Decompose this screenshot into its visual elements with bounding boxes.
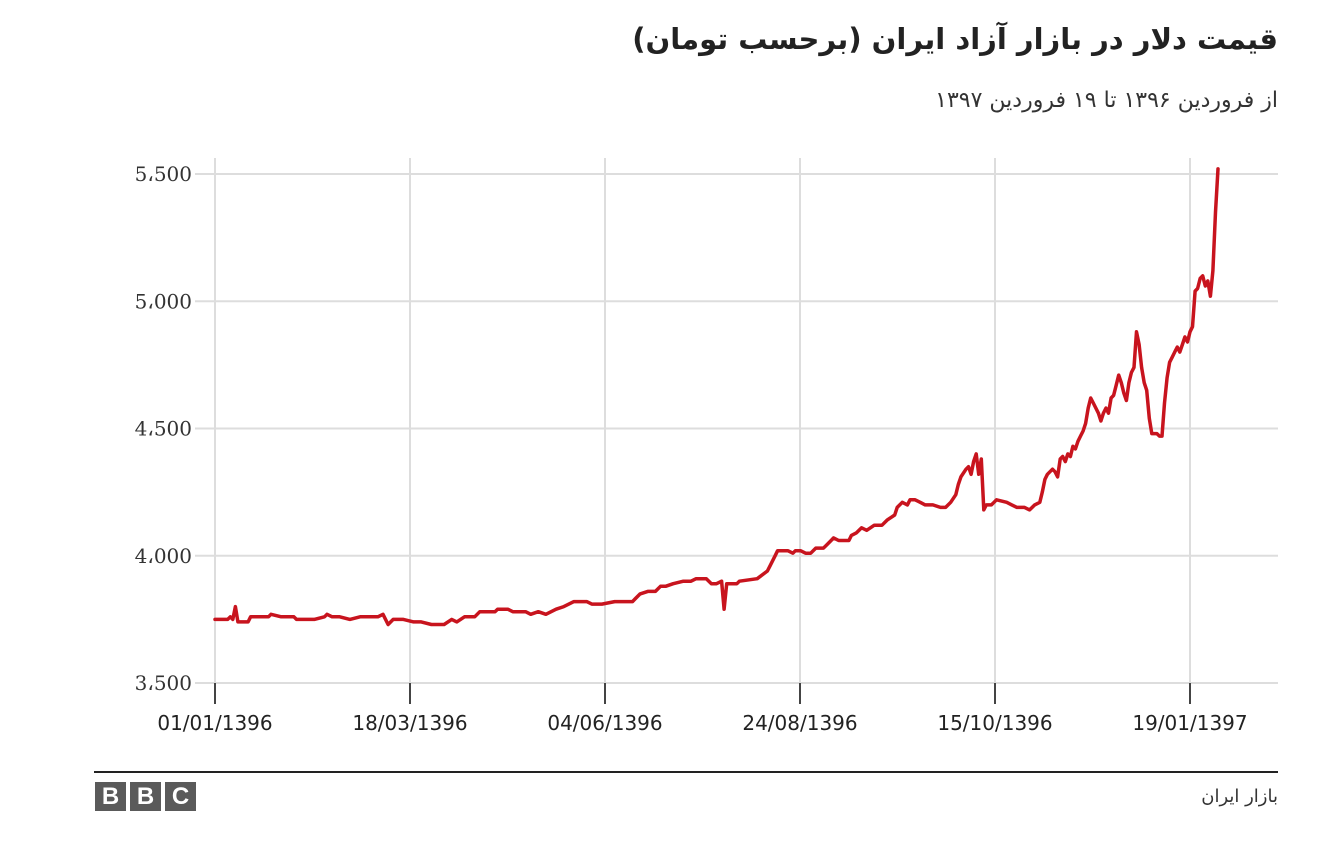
y-tick-label: 5،500 [135, 162, 192, 186]
bbc-logo-letter: C [165, 782, 196, 811]
bbc-logo: B B C [95, 782, 196, 811]
x-tick-label: 19/01/1397 [1132, 711, 1247, 735]
y-tick-label: 5،000 [135, 289, 192, 313]
x-tick-label: 15/10/1396 [937, 711, 1052, 735]
series-layer [213, 167, 1220, 627]
chart-title: قیمت دلار در بازار آزاد ایران (برحسب توم… [632, 22, 1278, 56]
y-tick-label: 3،500 [135, 671, 192, 695]
y-tick-label: 4،000 [135, 544, 192, 568]
x-tick-label: 01/01/1396 [157, 711, 272, 735]
x-tick-label: 18/03/1396 [352, 711, 467, 735]
chart-subtitle: از فروردین ۱۳۹۶ تا ۱۹ فروردین ۱۳۹۷ [935, 88, 1278, 113]
bbc-logo-letter: B [95, 782, 126, 811]
axes: 3،500 4،000 4،500 5،000 5،500 01/01/1396 18/03… [135, 162, 1248, 735]
series-line [213, 167, 1220, 627]
y-tick-label: 4،500 [135, 417, 192, 441]
line-chart: 3،500 4،000 4،500 5،000 5،500 01/01/1396 18/03… [135, 158, 1278, 735]
source-label: بازار ایران [1201, 786, 1278, 807]
grid [195, 158, 1278, 700]
bbc-logo-letter: B [130, 782, 161, 811]
x-tick-label: 24/08/1396 [742, 711, 857, 735]
x-tick-label: 04/06/1396 [547, 711, 662, 735]
footer-divider [94, 771, 1278, 773]
